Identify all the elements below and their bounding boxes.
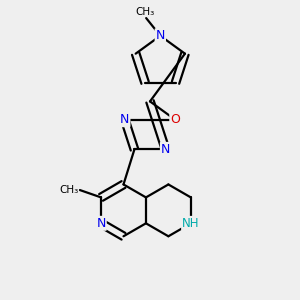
Text: N: N bbox=[161, 143, 170, 156]
Text: CH₃: CH₃ bbox=[135, 7, 154, 17]
Text: N: N bbox=[96, 217, 106, 230]
Text: N: N bbox=[156, 29, 165, 42]
Text: NH: NH bbox=[182, 217, 200, 230]
Text: N: N bbox=[120, 113, 130, 126]
Text: CH₃: CH₃ bbox=[59, 185, 78, 195]
Text: O: O bbox=[170, 113, 180, 126]
